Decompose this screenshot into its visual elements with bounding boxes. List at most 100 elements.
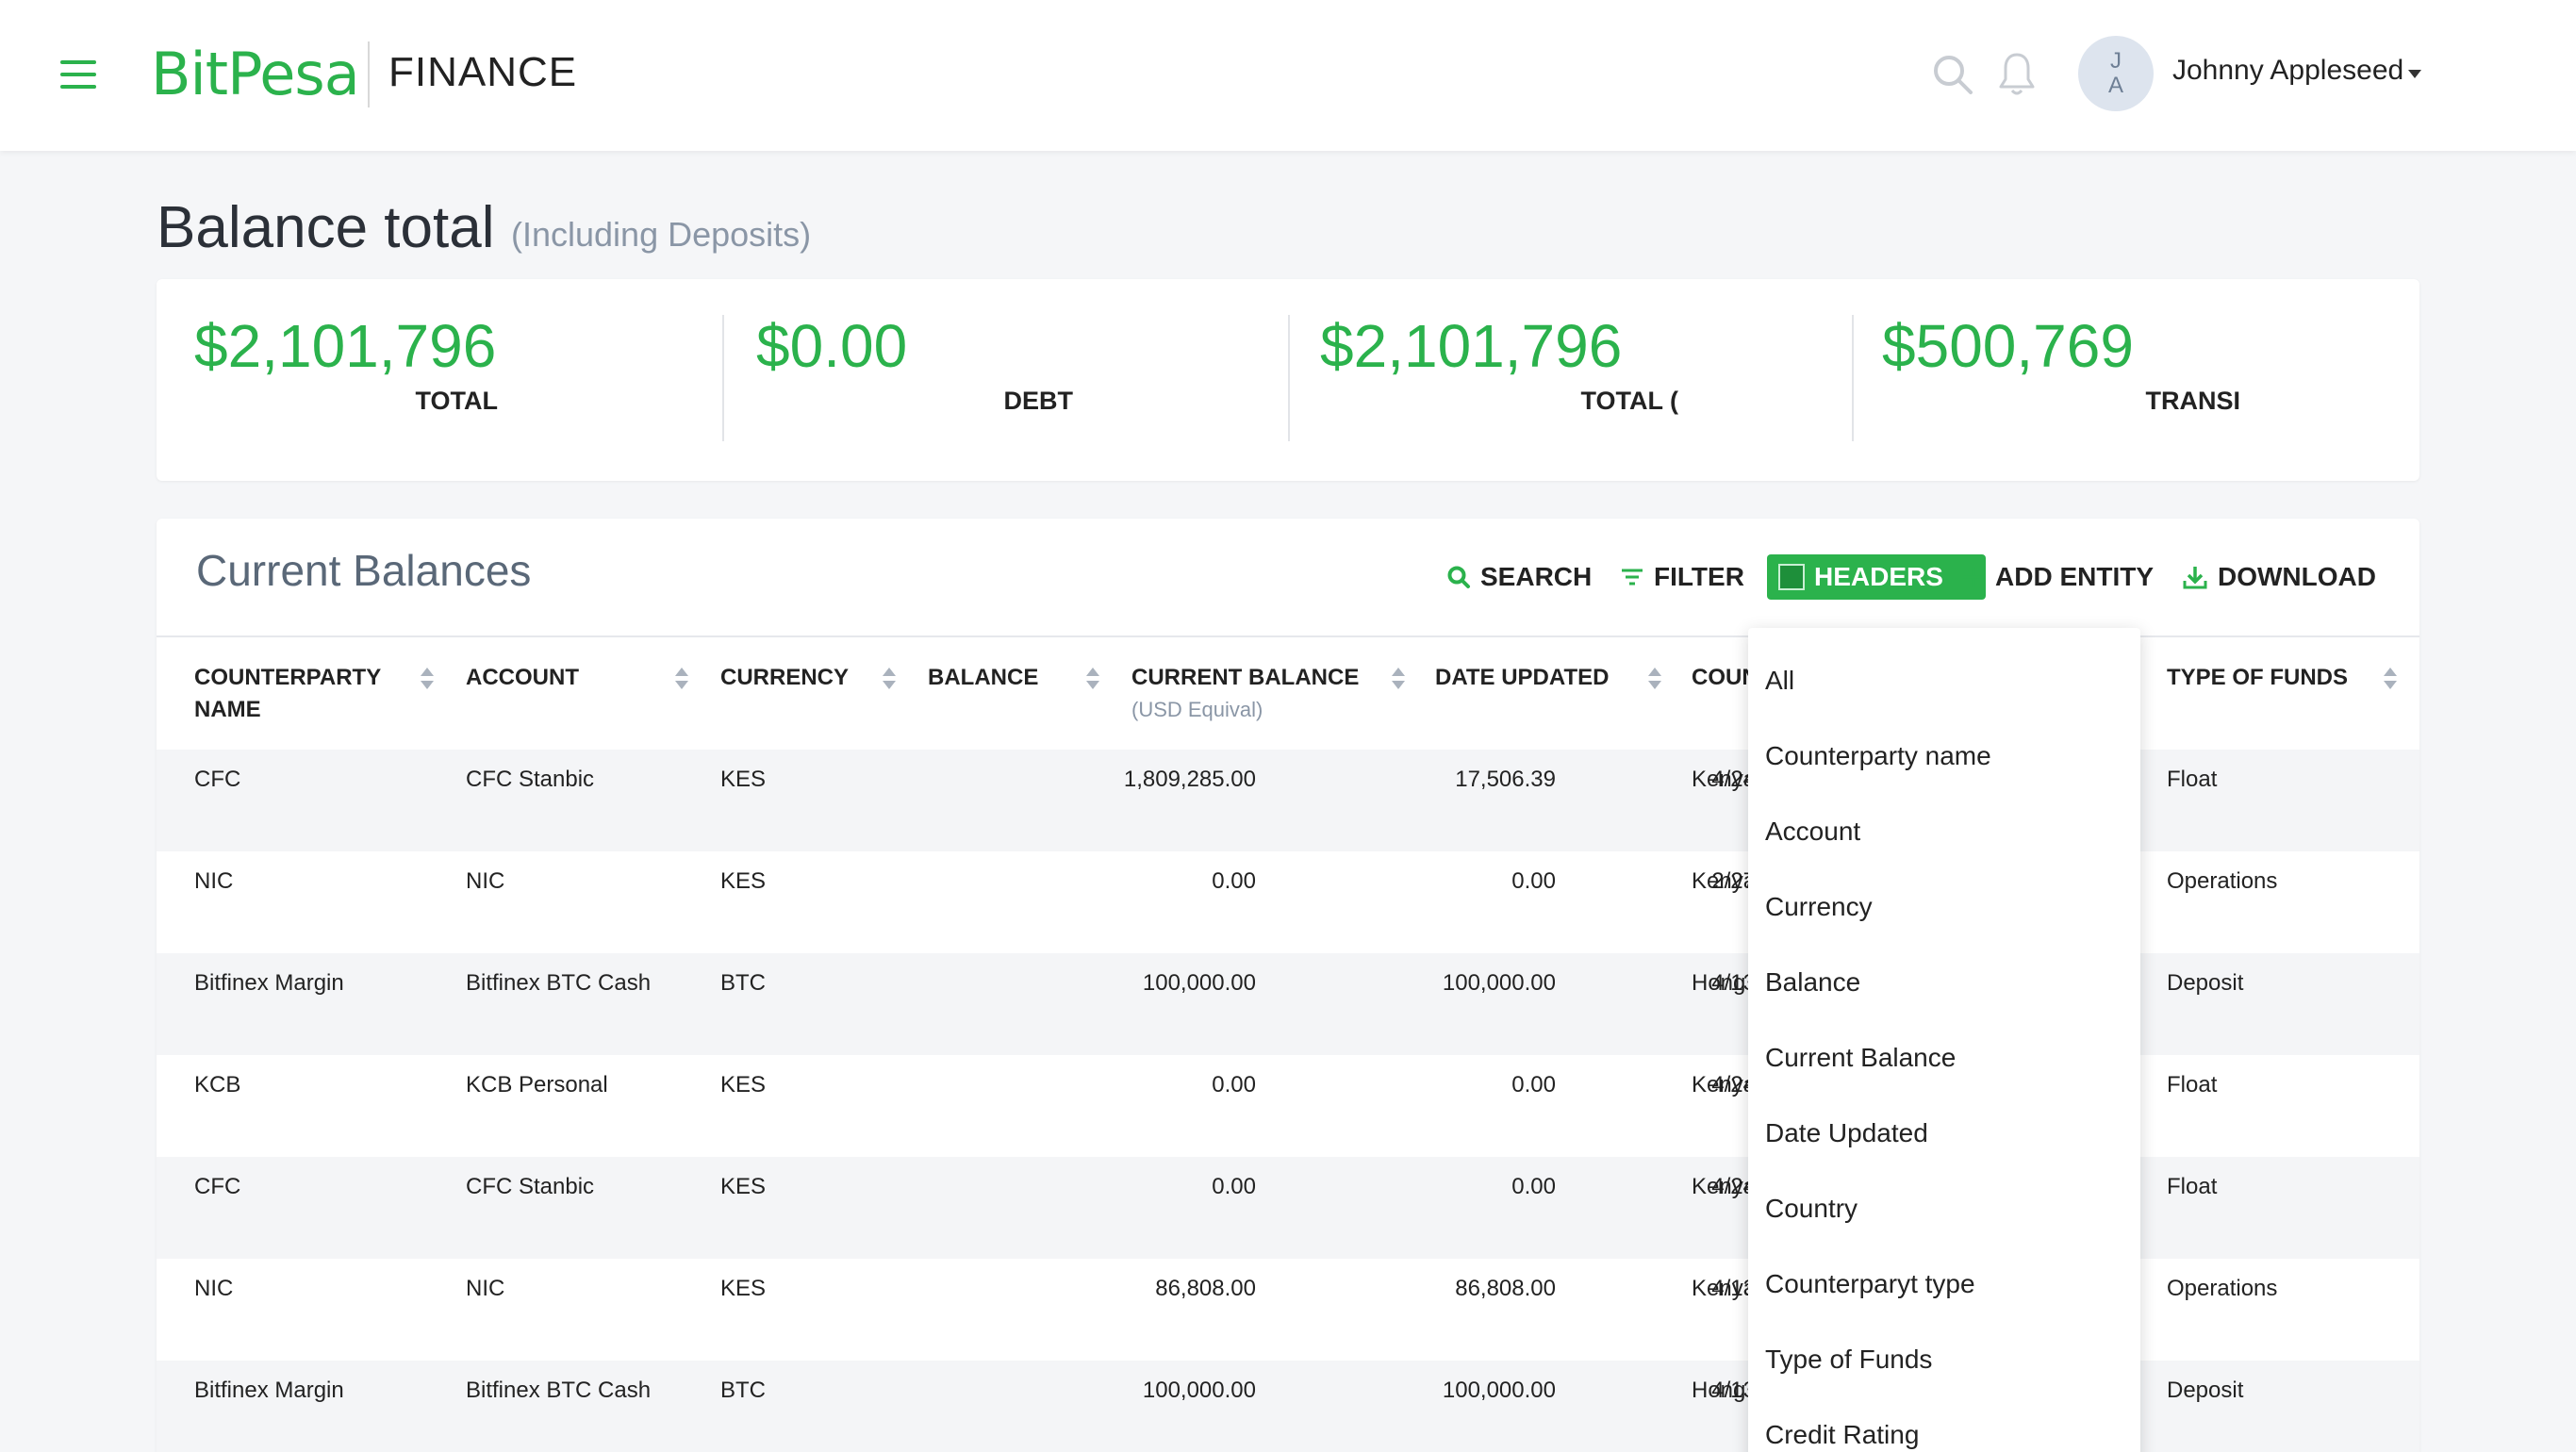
cell-type-of-funds: Deposit: [2167, 1378, 2244, 1403]
headers-option-account[interactable]: Account: [1765, 817, 1861, 846]
bell-icon[interactable]: [1997, 51, 2037, 98]
summary-card: $2,101,796 TOTAL $0.00 DEBT $2,101,796 T…: [157, 279, 2419, 481]
cell-current-balance: 86,808.00: [1455, 1276, 1556, 1301]
filter-button[interactable]: FILTER: [1620, 558, 1744, 596]
download-button[interactable]: DOWNLOAD: [2182, 558, 2376, 596]
stat-label: TRANSI: [2145, 387, 2241, 415]
sort-icon[interactable]: [421, 668, 434, 692]
plus-icon: [1963, 567, 1984, 587]
cell-current-balance: 0.00: [1511, 868, 1556, 894]
headers-button[interactable]: HEADERS: [1767, 554, 1986, 600]
table-divider: [157, 635, 2419, 637]
cell-currency: KES: [720, 1174, 767, 1199]
chevron-down-icon[interactable]: [2408, 70, 2421, 78]
cell-counterparty: CFC: [194, 767, 241, 792]
stat-total: $2,101,796 TOTAL: [157, 279, 720, 481]
menu-icon[interactable]: [60, 60, 96, 89]
col-type-of-funds[interactable]: TYPE OF FUNDS: [2167, 665, 2349, 690]
col-current-balance[interactable]: CURRENT BALANCE (USD Equival): [1131, 662, 1359, 726]
col-date-updated[interactable]: DATE UPDATED: [1435, 665, 1610, 690]
cell-country: Kenya: [1692, 767, 1748, 792]
logo[interactable]: BitPesa: [151, 39, 360, 108]
app-name: FINANCE: [388, 49, 578, 95]
col-currency[interactable]: CURRENCY: [720, 665, 850, 690]
col-current-balance-label: CURRENT BALANCE: [1131, 665, 1360, 690]
avatar[interactable]: J A: [2078, 36, 2154, 111]
sort-icon[interactable]: [1392, 668, 1405, 692]
filter-icon: [1622, 569, 1643, 586]
cell-counterparty: NIC: [194, 1276, 234, 1301]
cell-type-of-funds: Deposit: [2167, 970, 2244, 996]
add-entity-button[interactable]: ADD ENTITY: [1961, 558, 2154, 596]
cell-currency: BTC: [720, 1378, 766, 1403]
headers-option-date-updated[interactable]: Date Updated: [1765, 1118, 1928, 1147]
col-counterparty[interactable]: COUNTERPARTY NAME: [194, 665, 381, 722]
search-icon[interactable]: [1931, 53, 1974, 96]
table-row[interactable]: NICNICKES86,808.0086,808.004/13/2017Keny…: [157, 1259, 2419, 1361]
sort-icon[interactable]: [883, 668, 896, 692]
sort-icon[interactable]: [675, 668, 688, 692]
avatar-initial-first: J: [2110, 48, 2122, 74]
cell-counterparty: CFC: [194, 1174, 241, 1199]
sort-icon[interactable]: [1086, 668, 1099, 692]
cell-counterparty: Bitfinex Margin: [194, 1378, 344, 1403]
cell-balance: 1,809,285.00: [1123, 767, 1256, 792]
col-balance[interactable]: BALANCE: [928, 665, 1039, 690]
cell-current-balance: 0.00: [1511, 1174, 1556, 1199]
cell-balance: 100,000.00: [1142, 1378, 1256, 1403]
sort-icon[interactable]: [2384, 668, 2397, 692]
stat-value: $2,101,796: [194, 312, 497, 380]
col-country[interactable]: COUN: [1692, 665, 1748, 690]
stat-transit: $500,769 TRANSI: [1844, 279, 2408, 481]
cell-account: Bitfinex BTC Cash: [466, 1378, 652, 1403]
dropdown-caret: [1754, 81, 1780, 94]
headers-option-current-balance[interactable]: Current Balance: [1765, 1043, 1957, 1072]
columns-icon: [1778, 564, 1805, 590]
cell-balance: 0.00: [1212, 1072, 1256, 1097]
filter-button-label: FILTER: [1654, 562, 1744, 591]
search-button[interactable]: SEARCH: [1446, 558, 1592, 596]
page-title: Balance total: [157, 195, 495, 260]
logo-divider: [368, 41, 370, 107]
cell-current-balance: 0.00: [1511, 1072, 1556, 1097]
user-name[interactable]: Johnny Appleseed: [2172, 55, 2404, 86]
cell-currency: KES: [720, 767, 767, 792]
cell-type-of-funds: Operations: [2167, 1276, 2278, 1301]
search-button-label: SEARCH: [1480, 562, 1593, 591]
headers-option-currency[interactable]: Currency: [1765, 892, 1873, 921]
cell-country: Kenya: [1692, 1072, 1748, 1097]
headers-option-country[interactable]: Country: [1765, 1194, 1858, 1223]
stat-divider: [1852, 315, 1854, 441]
stat-total-c: $2,101,796 TOTAL (: [1282, 279, 1846, 481]
stat-label: DEBT: [1003, 387, 1074, 415]
cell-country: Kenya: [1692, 1174, 1748, 1199]
cell-counterparty: Bitfinex Margin: [194, 970, 344, 996]
headers-option-credit-rating[interactable]: Credit Rating: [1765, 1420, 1920, 1449]
headers-button-label: HEADERS: [1814, 562, 1943, 591]
top-bar: BitPesa FINANCE J A Johnny Appleseed: [0, 0, 2576, 151]
cell-counterparty: NIC: [194, 868, 234, 894]
stat-divider: [1288, 315, 1290, 441]
search-icon: [1447, 566, 1470, 588]
stat-divider: [722, 315, 724, 441]
cell-currency: KES: [720, 1276, 767, 1301]
headers-option-counterparty[interactable]: Counterparty name: [1765, 741, 1991, 770]
avatar-initial-last: A: [2107, 73, 2123, 98]
col-account[interactable]: ACCOUNT: [466, 665, 579, 690]
headers-option-type-of-funds[interactable]: Type of Funds: [1765, 1345, 1933, 1374]
cell-balance: 0.00: [1212, 868, 1256, 894]
headers-option-counterparty-type[interactable]: Counterparyt type: [1765, 1269, 1975, 1298]
stat-label: TOTAL: [415, 387, 499, 415]
cell-country: Hong: [1692, 1378, 1746, 1403]
headers-option-balance[interactable]: Balance: [1765, 967, 1861, 997]
cell-type-of-funds: Float: [2167, 1072, 2218, 1097]
stat-debt: $0.00 DEBT: [718, 279, 1282, 481]
cell-type-of-funds: Operations: [2167, 868, 2278, 894]
cell-account: CFC Stanbic: [466, 767, 595, 792]
cell-current-balance: 100,000.00: [1442, 1378, 1556, 1403]
sort-icon[interactable]: [1648, 668, 1661, 692]
headers-option-all[interactable]: All: [1765, 666, 1795, 695]
cell-type-of-funds: Float: [2167, 1174, 2218, 1199]
cell-balance: 86,808.00: [1155, 1276, 1256, 1301]
cell-current-balance: 17,506.39: [1455, 767, 1556, 792]
